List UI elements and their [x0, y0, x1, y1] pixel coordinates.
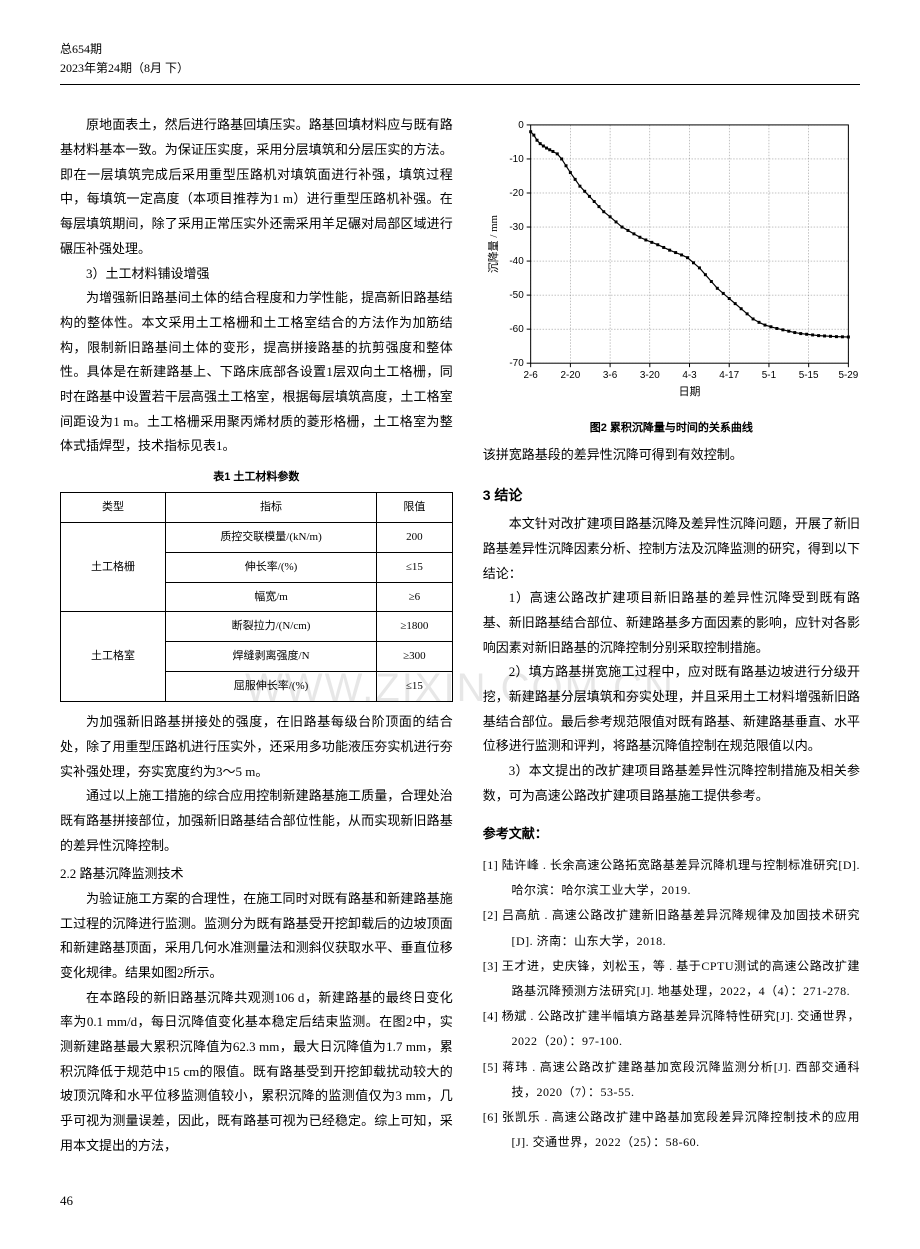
reference-item: [5] 蒋玮 . 高速公路改扩建路基加宽段沉降监测分析[J]. 西部交通科技，2… [483, 1055, 860, 1105]
table-cell: 焊缝剥离强度/N [166, 642, 377, 672]
reference-item: [4] 杨斌 . 公路改扩建半幅填方路基差异沉降特性研究[J]. 交通世界，20… [483, 1004, 860, 1054]
reference-item: [6] 张凯乐 . 高速公路改扩建中路基加宽段差异沉降控制技术的应用[J]. 交… [483, 1105, 860, 1155]
svg-text:4-17: 4-17 [719, 370, 739, 381]
svg-text:-40: -40 [509, 256, 524, 267]
paragraph: 本文针对改扩建项目路基沉降及差异性沉降问题，开展了新旧路基差异性沉降因素分析、控… [483, 512, 860, 586]
two-column-layout: 原地面表土，然后进行路基回填压实。路基回填材料应与既有路基材料基本一致。为保证压… [60, 113, 860, 1158]
svg-text:-70: -70 [509, 359, 524, 370]
reference-item: [3] 王才进，史庆锋，刘松玉，等 . 基于CPTU测试的高速公路改扩建路基沉降… [483, 954, 860, 1004]
table-cell: 幅宽/m [166, 582, 377, 612]
page-number: 46 [60, 1189, 860, 1214]
paragraph: 1）高速公路改扩建项目新旧路基的差异性沉降受到既有路基、新旧路基结合部位、新建路… [483, 586, 860, 660]
table-cell: 200 [377, 522, 453, 552]
paragraph: 为验证施工方案的合理性，在施工同时对既有路基和新建路基施工过程的沉降进行监测。监… [60, 887, 453, 986]
reference-item: [2] 吕高航 . 高速公路改扩建新旧路基差异沉降规律及加固技术研究[D]. 济… [483, 903, 860, 953]
table-cell-type: 土工格室 [61, 612, 166, 702]
paragraph: 为增强新旧路基间土体的结合程度和力学性能，提高新旧路基结构的整体性。本文采用土工… [60, 286, 453, 459]
subsection-title: 2.2 路基沉降监测技术 [60, 862, 453, 887]
table-header: 指标 [166, 492, 377, 522]
left-column: 原地面表土，然后进行路基回填压实。路基回填材料应与既有路基材料基本一致。为保证压… [60, 113, 453, 1158]
paragraph: 为加强新旧路基拼接处的强度，在旧路基每级台阶顶面的结合处，除了用重型压路机进行压… [60, 710, 453, 784]
settlement-chart: 0 -10 -20 -30 -40 -50 -60 -702-6 2-20 3-6 3-20 4-3 4… [483, 113, 860, 410]
right-column: 0 -10 -20 -30 -40 -50 -60 -702-6 2-20 3-6 3-20 4-3 4… [483, 113, 860, 1158]
paragraph: 通过以上施工措施的综合应用控制新建路基施工质量，合理处治既有路基拼接部位，加强新… [60, 784, 453, 858]
svg-text:3-6: 3-6 [603, 370, 618, 381]
references-title: 参考文献： [483, 822, 860, 847]
svg-text:2-6: 2-6 [523, 370, 538, 381]
table-cell: ≥6 [377, 582, 453, 612]
table-cell: 断裂拉力/(N/cm) [166, 612, 377, 642]
table-caption: 表1 土工材料参数 [60, 467, 453, 488]
paragraph: 该拼宽路基段的差异性沉降可得到有效控制。 [483, 443, 860, 468]
table-header: 类型 [61, 492, 166, 522]
section-title: 3 结论 [483, 482, 860, 509]
list-item-heading: 3）土工材料铺设增强 [60, 262, 453, 287]
svg-text:4-3: 4-3 [682, 370, 697, 381]
svg-text:日期: 日期 [678, 385, 700, 398]
svg-text:-30: -30 [509, 222, 524, 233]
table-cell: ≤15 [377, 552, 453, 582]
figure-caption: 图2 累积沉降量与时间的关系曲线 [483, 418, 860, 439]
svg-text:-60: -60 [509, 325, 524, 336]
table-cell: ≥300 [377, 642, 453, 672]
table-cell: ≤15 [377, 672, 453, 702]
svg-text:5-29: 5-29 [838, 370, 858, 381]
table-cell: 质控交联模量/(kN/m) [166, 522, 377, 552]
table-cell: ≥1800 [377, 612, 453, 642]
table-header: 限值 [377, 492, 453, 522]
svg-text:-50: -50 [509, 290, 524, 301]
reference-item: [1] 陆许峰 . 长余高速公路拓宽路基差异沉降机理与控制标准研究[D]. 哈尔… [483, 853, 860, 903]
issue-total: 总654期 [60, 40, 860, 59]
svg-text:沉降量 / mm: 沉降量 / mm [486, 215, 500, 274]
issue-line: 2023年第24期（8月 下） [60, 59, 860, 78]
table-cell-type: 土工格栅 [61, 522, 166, 612]
svg-text:0: 0 [518, 120, 524, 131]
chart-svg: 0 -10 -20 -30 -40 -50 -60 -702-6 2-20 3-6 3-20 4-3 4… [483, 113, 860, 401]
table-cell: 屈服伸长率/(%) [166, 672, 377, 702]
paragraph: 3）本文提出的改扩建项目路基差异性沉降控制措施及相关参数，可为高速公路改扩建项目… [483, 759, 860, 808]
svg-text:3-20: 3-20 [640, 370, 660, 381]
paragraph: 原地面表土，然后进行路基回填压实。路基回填材料应与既有路基材料基本一致。为保证压… [60, 113, 453, 261]
paragraph: 2）填方路基拼宽施工过程中，应对既有路基边坡进行分级开挖，新建路基分层填筑和夯实… [483, 660, 860, 759]
svg-text:-20: -20 [509, 188, 524, 199]
svg-text:2-20: 2-20 [560, 370, 580, 381]
table-cell: 伸长率/(%) [166, 552, 377, 582]
svg-text:5-15: 5-15 [798, 370, 818, 381]
table-1: 类型 指标 限值 土工格栅质控交联模量/(kN/m)200伸长率/(%)≤15幅… [60, 492, 453, 702]
svg-text:5-1: 5-1 [761, 370, 776, 381]
paragraph: 在本路段的新旧路基沉降共观测106 d，新建路基的最终日变化率为0.1 mm/d… [60, 986, 453, 1159]
svg-text:-10: -10 [509, 154, 524, 165]
page-header: 总654期 2023年第24期（8月 下） [60, 40, 860, 85]
references-list: [1] 陆许峰 . 长余高速公路拓宽路基差异沉降机理与控制标准研究[D]. 哈尔… [483, 853, 860, 1155]
